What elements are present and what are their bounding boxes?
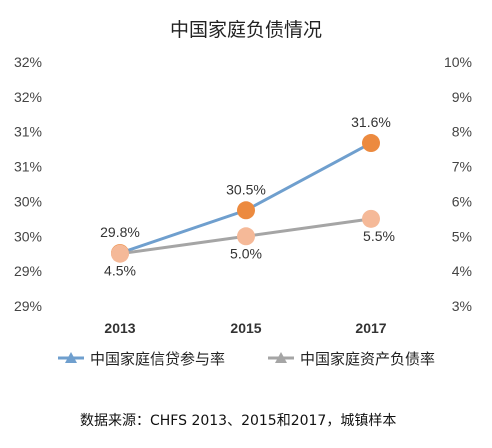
y-left-tick-label: 31% bbox=[14, 124, 42, 140]
y-left-tick-label: 29% bbox=[14, 298, 42, 314]
data-label: 4.5% bbox=[104, 263, 136, 279]
legend-swatch-marker bbox=[65, 352, 77, 363]
chart-title: 中国家庭负债情况 bbox=[170, 19, 322, 41]
source-note: 数据来源：CHFS 2013、2015和2017，城镇样本 bbox=[80, 413, 396, 429]
y-right-tick-label: 3% bbox=[452, 298, 472, 314]
y-left-tick-label: 32% bbox=[14, 89, 42, 105]
data-point bbox=[237, 201, 255, 220]
y-right-tick-label: 7% bbox=[452, 159, 472, 175]
y-right-tick-label: 5% bbox=[452, 228, 472, 244]
data-point bbox=[111, 244, 129, 263]
x-tick-label: 2017 bbox=[355, 320, 386, 336]
legend-swatch-marker bbox=[275, 352, 287, 363]
data-label: 30.5% bbox=[226, 181, 266, 197]
y-right-tick-label: 6% bbox=[452, 193, 472, 209]
legend-entry: 中国家庭信贷参与率 bbox=[90, 350, 225, 368]
y-left-tick-label: 31% bbox=[14, 159, 42, 175]
x-axis: 2013 2015 2017 bbox=[104, 320, 386, 336]
data-label: 31.6% bbox=[351, 114, 391, 130]
y-left-tick-label: 30% bbox=[14, 193, 42, 209]
data-point bbox=[362, 134, 380, 153]
y-right-tick-label: 4% bbox=[452, 263, 472, 279]
y-left-tick-label: 30% bbox=[14, 228, 42, 244]
y-right-tick-label: 10% bbox=[444, 54, 472, 70]
legend-entry: 中国家庭资产负债率 bbox=[300, 350, 435, 368]
y-axis-right: 10% 9% 8% 7% 6% 5% 4% 3% bbox=[444, 54, 472, 314]
data-label: 5.5% bbox=[363, 228, 395, 244]
x-tick-label: 2013 bbox=[104, 320, 135, 336]
data-label: 29.8% bbox=[100, 224, 140, 240]
y-right-tick-label: 9% bbox=[452, 89, 472, 105]
legend: 中国家庭信贷参与率 中国家庭资产负债率 bbox=[58, 350, 435, 368]
series-layer: 29.8% 30.5% 31.6% 4.5% 5.0% 5.5% bbox=[100, 114, 395, 279]
y-axis-left: 32% 32% 31% 31% 30% 30% 29% 29% bbox=[14, 54, 42, 314]
x-tick-label: 2015 bbox=[230, 320, 261, 336]
data-point bbox=[237, 227, 255, 246]
y-left-tick-label: 32% bbox=[14, 54, 42, 70]
y-left-tick-label: 29% bbox=[14, 263, 42, 279]
data-point bbox=[362, 209, 380, 228]
data-label: 5.0% bbox=[230, 245, 262, 261]
y-right-tick-label: 8% bbox=[452, 124, 472, 140]
watermark: 头条号 / 亲亲宝贝网 bbox=[338, 425, 464, 442]
